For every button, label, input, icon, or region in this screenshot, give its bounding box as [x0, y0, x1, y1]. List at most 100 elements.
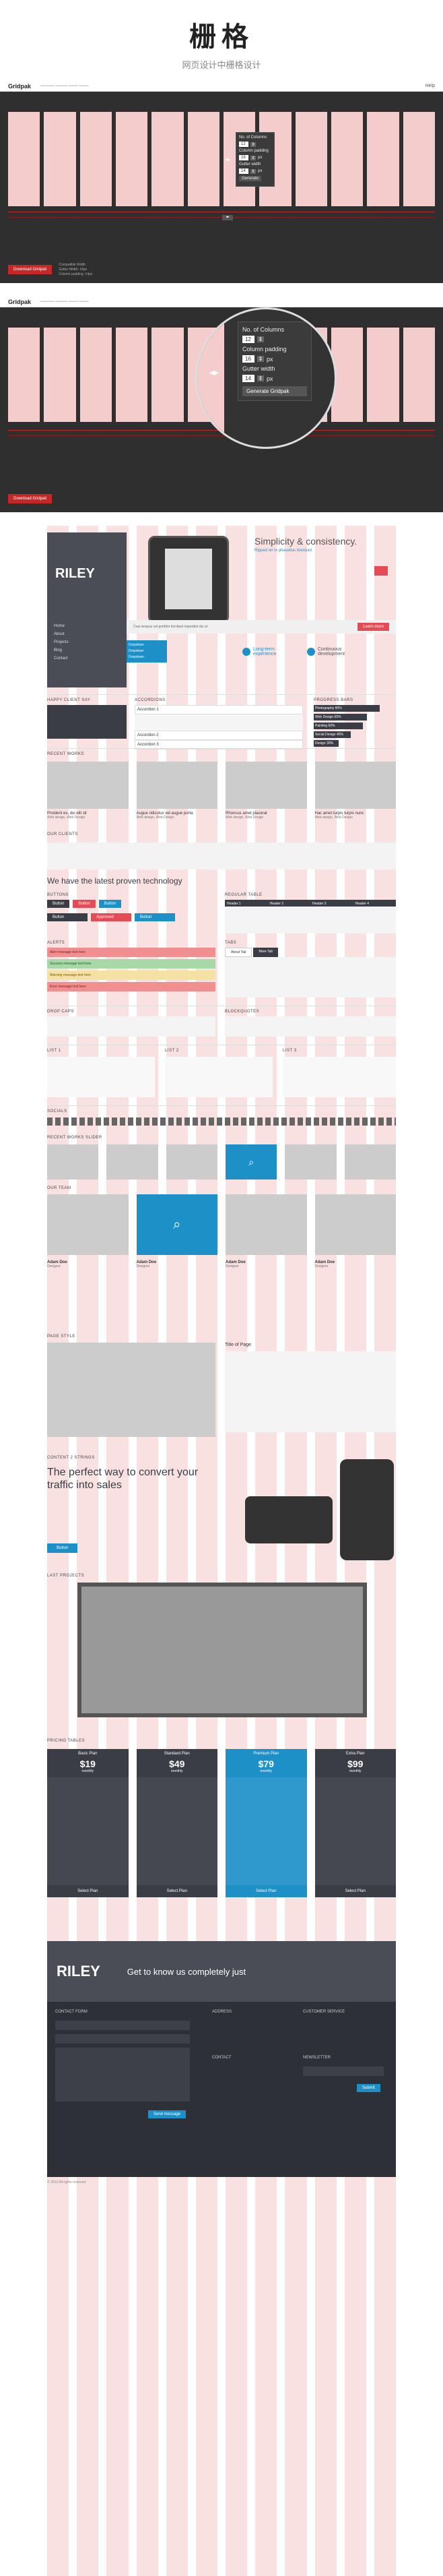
alerts: Alert message text here Success message …: [47, 948, 215, 991]
sample-button[interactable]: Button: [73, 900, 96, 908]
cta-button[interactable]: Button: [47, 1543, 78, 1553]
section-label: PROGRESS BARS: [314, 698, 353, 702]
stepper-icon[interactable]: ⇕: [257, 375, 264, 381]
section-label: REGULAR TABLE: [225, 893, 263, 897]
grid-stage: ◂▸ No. of Columns 12 ⇕ Column padding 16 ⇕…: [0, 307, 443, 485]
notice-button[interactable]: Learn more: [357, 623, 389, 631]
baseline-line: [8, 217, 435, 218]
stepper-icon[interactable]: ⇕: [250, 155, 256, 160]
stepper-icon[interactable]: ⇕: [250, 142, 256, 147]
button-row-2: Button Approved Button: [47, 913, 175, 921]
hero-button[interactable]: [374, 566, 388, 576]
table-header: Header 1 Header 2 Header 3 Header 4: [225, 900, 396, 908]
work-card[interactable]: Proident ex, dui elit sit Web design, Web…: [47, 762, 129, 820]
work-card[interactable]: Rhoncus amet placerat Web design, Web Des…: [226, 762, 307, 820]
download-button[interactable]: Download Gridpak: [8, 494, 53, 503]
section-label: PRICING TABLES: [47, 1739, 86, 1743]
pricing-tables: Basic Plan $19 monthly Select Plan Stand…: [47, 1749, 396, 1897]
width-input[interactable]: 14: [239, 168, 248, 174]
menu-item-contact[interactable]: Contact: [54, 656, 68, 661]
generate-button[interactable]: Generate: [239, 176, 262, 181]
feature-icon: [242, 648, 250, 656]
table-body: [225, 907, 396, 933]
section-label: LIST 3: [283, 1049, 297, 1053]
download-button[interactable]: Download Gridpak: [8, 265, 53, 274]
section-label: SOCIALS: [47, 1109, 67, 1113]
stepper-icon[interactable]: ⇕: [257, 336, 264, 342]
sample-button[interactable]: Approved: [91, 913, 131, 921]
menu-item-projects[interactable]: Projects: [54, 640, 69, 644]
subscribe-button[interactable]: Submit: [357, 2084, 380, 2092]
recent-works: Proident ex, dui elit sit Web design, Web…: [47, 762, 396, 820]
search-icon[interactable]: ⌕: [136, 1194, 217, 1255]
section-label: OUR CLIENTS: [47, 832, 78, 836]
columns-input[interactable]: 12: [242, 336, 254, 343]
sample-button[interactable]: Button: [47, 900, 70, 908]
social-icons[interactable]: [47, 1117, 396, 1126]
select-plan-button[interactable]: Select Plan: [166, 1889, 187, 1893]
stepper-icon[interactable]: ⇕: [257, 356, 264, 362]
footer-body: CONTACT FORM Send message ADDRESS CONTAC…: [47, 2002, 396, 2177]
email-field[interactable]: [55, 2034, 190, 2044]
message-field[interactable]: [55, 2048, 190, 2102]
dropcaps-text: [47, 1016, 215, 1037]
columns-input[interactable]: 12: [239, 142, 248, 147]
select-plan-button[interactable]: Select Plan: [345, 1889, 366, 1893]
work-card[interactable]: Augue ridiculus vel augue porta Web desig…: [136, 762, 217, 820]
panel-footer: Download Gridpak Compatible Width Gutter…: [0, 256, 443, 283]
team-names: Adam Doe Designer Adam Doe Designer Adam D…: [47, 1260, 335, 1268]
panel-footer: Download Gridpak: [0, 485, 443, 512]
sample-button[interactable]: Button: [135, 913, 175, 921]
chevron-left-icon[interactable]: ◂▸: [225, 156, 231, 162]
tabs: About Tab More Tab: [225, 948, 279, 957]
drag-handle[interactable]: ◂▸: [222, 215, 233, 220]
menu-item-about[interactable]: About: [54, 632, 65, 636]
sample-button[interactable]: Button: [98, 900, 122, 908]
panel-logo[interactable]: Gridpak: [8, 298, 32, 305]
help-link[interactable]: Help: [425, 84, 435, 88]
send-button[interactable]: Send message: [148, 2110, 186, 2118]
accordion-item[interactable]: Accordion 3: [135, 740, 303, 749]
width-input[interactable]: 14: [242, 375, 254, 382]
menu-item-home[interactable]: Home: [54, 624, 65, 628]
tab-more[interactable]: More Tab: [253, 948, 279, 957]
hero-title: Simplicity & consistency.: [254, 536, 357, 547]
gutter-input[interactable]: 16: [242, 355, 254, 363]
phone-landscape: [245, 1496, 333, 1543]
grid-panel-2: Gridpak ══════ ═════ ════ ════ ◂▸ No. of…: [0, 297, 443, 512]
progress-bars: Photography 80% Web Design 65% Painting …: [314, 705, 396, 747]
work-card[interactable]: Hac amet turpis turpis nunc Web design, W…: [314, 762, 396, 820]
panel-logo[interactable]: Gridpak: [8, 82, 32, 90]
pricing-card: Extra Plan $99 monthly Select Plan: [314, 1749, 396, 1897]
brand-logo[interactable]: RILEY: [55, 566, 95, 581]
accordion-item[interactable]: Accordion 2: [135, 731, 303, 740]
section-label: BLOCKQUOTES: [225, 1010, 260, 1014]
cta-title: The perfect way to convert your traffic …: [47, 1467, 199, 1491]
sample-button[interactable]: Button: [47, 913, 88, 921]
accordion: Accordion 1 Accordion 2 Accordion 3: [135, 705, 303, 749]
pricing-card: Premium Plan $79 monthly Select Plan: [226, 1749, 307, 1897]
clients-strip: [47, 842, 396, 869]
blockquote-text: [225, 1016, 396, 1037]
accordion-item[interactable]: Accordion 1: [135, 705, 303, 714]
footer-logo[interactable]: RILEY: [57, 1963, 100, 1980]
section-label: ALERTS: [47, 941, 65, 945]
newsletter-field[interactable]: [303, 2066, 384, 2076]
search-icon[interactable]: ⌕: [225, 1144, 277, 1179]
generate-button[interactable]: Generate Gridpak: [242, 386, 307, 396]
name-field[interactable]: [55, 2021, 190, 2030]
stepper-icon[interactable]: ⇕: [250, 168, 256, 174]
select-plan-button[interactable]: Select Plan: [77, 1889, 98, 1893]
panel-topbar: Gridpak ══════ ═════ ════ ════: [0, 297, 443, 307]
section-label: RECENT WORKS: [47, 752, 84, 756]
section-label: DROP CAPS: [47, 1010, 74, 1014]
tab-about[interactable]: About Tab: [225, 948, 252, 957]
phone-mockup: [148, 536, 229, 623]
section-label: LAST PROJECTS: [47, 1574, 85, 1578]
select-plan-button[interactable]: Select Plan: [256, 1889, 277, 1893]
gutter-input[interactable]: 16: [239, 155, 248, 160]
list-1: [47, 1057, 155, 1097]
menu-item-blog[interactable]: Blog: [54, 648, 63, 652]
chevron-left-icon[interactable]: ◂▸: [209, 367, 219, 377]
